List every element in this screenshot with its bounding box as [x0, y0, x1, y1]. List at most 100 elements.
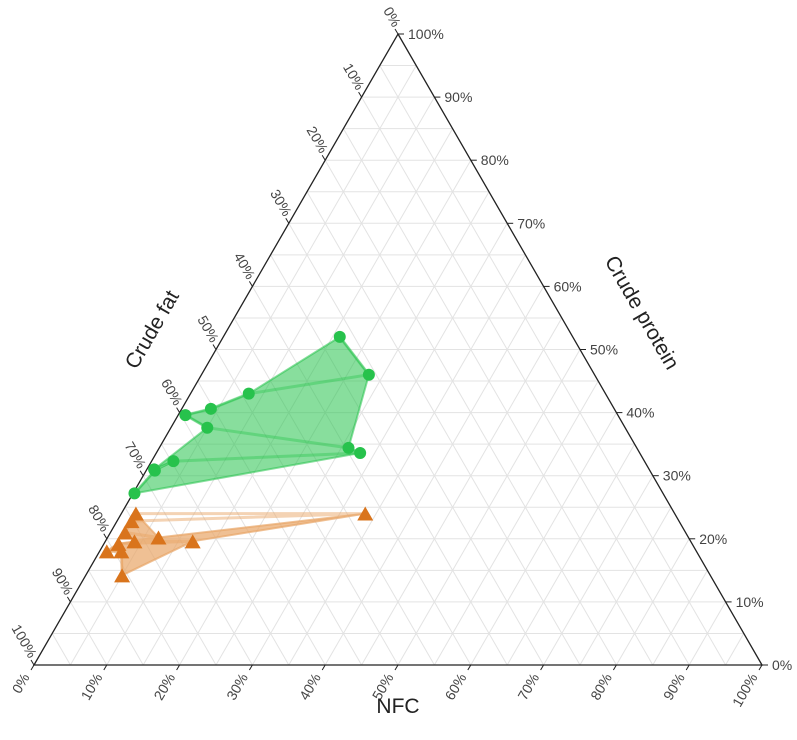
tick-label-nfc: 60%: [442, 671, 470, 703]
grid-layer: [51, 65, 745, 666]
data-point-circle: [128, 487, 141, 500]
tick-mark-nfc: [467, 664, 472, 671]
grid-line: [433, 380, 599, 666]
data-point-circle: [342, 441, 355, 454]
tick-label-crude-fat: 40%: [231, 250, 259, 282]
tick-mark-nfc: [248, 664, 253, 671]
tick-label-nfc: 30%: [223, 671, 251, 703]
grid-line: [342, 128, 654, 666]
series-fill-green: [133, 335, 370, 495]
tick-mark-crude-fat: [30, 659, 35, 666]
data-point-circle: [167, 455, 180, 468]
tick-mark-nfc: [176, 664, 181, 671]
data-point-circle: [354, 446, 367, 459]
tick-label-crude-protein: 40%: [626, 405, 654, 421]
grid-line: [652, 570, 708, 666]
tick-label-crude-fat: 0%: [380, 4, 404, 30]
tick-label-crude-protein: 80%: [481, 152, 509, 168]
data-point-triangle: [184, 534, 201, 549]
tick-label-nfc: 20%: [150, 671, 178, 703]
tick-label-crude-fat: 60%: [158, 376, 186, 408]
grid-line: [688, 601, 727, 666]
grid-line: [361, 317, 563, 666]
grid-line: [106, 538, 181, 666]
tick-mark-nfc: [685, 664, 690, 671]
data-point-triangle: [114, 568, 131, 583]
data-point-circle: [242, 387, 255, 400]
tick-label-nfc: 10%: [78, 671, 106, 703]
tick-label-crude-protein: 10%: [736, 594, 764, 610]
grid-line: [725, 633, 745, 666]
tick-label-nfc: 100%: [729, 671, 761, 710]
tick-label-crude-protein: 50%: [590, 342, 618, 358]
tick-mark-nfc: [30, 664, 35, 671]
grid-line: [51, 633, 71, 666]
data-point-triangle: [357, 506, 374, 521]
grid-line: [579, 507, 672, 666]
tick-mark-crude-fat: [285, 218, 290, 224]
grid-line: [270, 254, 508, 666]
tick-label-nfc: 90%: [660, 671, 688, 703]
tick-mark-crude-fat: [176, 407, 181, 413]
data-point-circle: [148, 464, 161, 477]
data-point-triangle: [113, 544, 130, 559]
tick-label-crude-fat: 100%: [8, 621, 40, 660]
tick-label-crude-fat: 30%: [267, 187, 295, 219]
tick-label-crude-protein: 100%: [408, 26, 444, 42]
grid-line: [306, 191, 581, 666]
tick-mark-crude-fat: [66, 596, 71, 603]
series-fill-orange: [105, 512, 367, 577]
tick-label-crude-protein: 60%: [554, 278, 582, 294]
grid-line: [379, 65, 727, 666]
data-point-layer: [98, 330, 375, 583]
tick-label-crude-fat: 90%: [49, 565, 77, 597]
tick-label-crude-fat: 70%: [122, 439, 150, 471]
tick-mark-crude-fat: [139, 470, 144, 476]
tick-mark-nfc: [540, 664, 545, 671]
grid-line: [233, 317, 435, 666]
tick-mark-crude-fat: [321, 154, 326, 161]
data-point-circle: [362, 368, 375, 381]
tick-mark-crude-fat: [248, 281, 253, 287]
grid-line: [69, 601, 108, 666]
tick-label-crude-fat: 10%: [340, 60, 368, 92]
tick-mark-crude-fat: [394, 28, 399, 35]
data-point-triangle: [150, 530, 167, 545]
grid-line: [470, 412, 617, 666]
data-point-triangle: [126, 534, 143, 549]
tick-label-nfc: 80%: [587, 671, 615, 703]
grid-line: [397, 349, 581, 666]
data-point-triangle: [98, 544, 115, 559]
data-point-triangle: [117, 525, 133, 540]
tick-label-crude-fat: 50%: [194, 313, 222, 345]
axis-title-nfc: NFC: [376, 695, 419, 718]
tick-label-crude-protein: 20%: [699, 531, 727, 547]
tick-label-crude-protein: 90%: [444, 89, 472, 105]
tick-mark-nfc: [758, 664, 763, 671]
tick-mark-nfc: [394, 664, 399, 671]
tick-mark-crude-fat: [212, 344, 217, 350]
tick-label-crude-fat: 80%: [85, 502, 113, 534]
tick-mark-nfc: [321, 664, 326, 671]
grid-line: [506, 443, 636, 666]
data-point-circle: [333, 330, 346, 343]
grid-line: [543, 475, 654, 666]
data-point-circle: [179, 409, 192, 422]
tick-mark-crude-fat: [358, 91, 363, 98]
data-point-circle: [204, 402, 217, 415]
tick-label-crude-fat: 20%: [304, 123, 332, 155]
grid-line: [615, 538, 690, 666]
tick-label-crude-protein: 0%: [772, 657, 792, 673]
axis-title-crude-fat: Crude fat: [121, 286, 184, 372]
data-point-triangle: [123, 514, 140, 529]
grid-line: [288, 254, 526, 666]
tick-mark-nfc: [103, 664, 108, 671]
tick-label-crude-protein: 30%: [663, 468, 691, 484]
tick-label-nfc: 70%: [514, 671, 542, 703]
grid-line: [88, 570, 144, 666]
tick-label-nfc: 40%: [296, 671, 324, 703]
tick-label-nfc: 0%: [9, 671, 33, 697]
tick-mark-crude-fat: [103, 533, 108, 540]
tick-mark-nfc: [612, 664, 617, 671]
